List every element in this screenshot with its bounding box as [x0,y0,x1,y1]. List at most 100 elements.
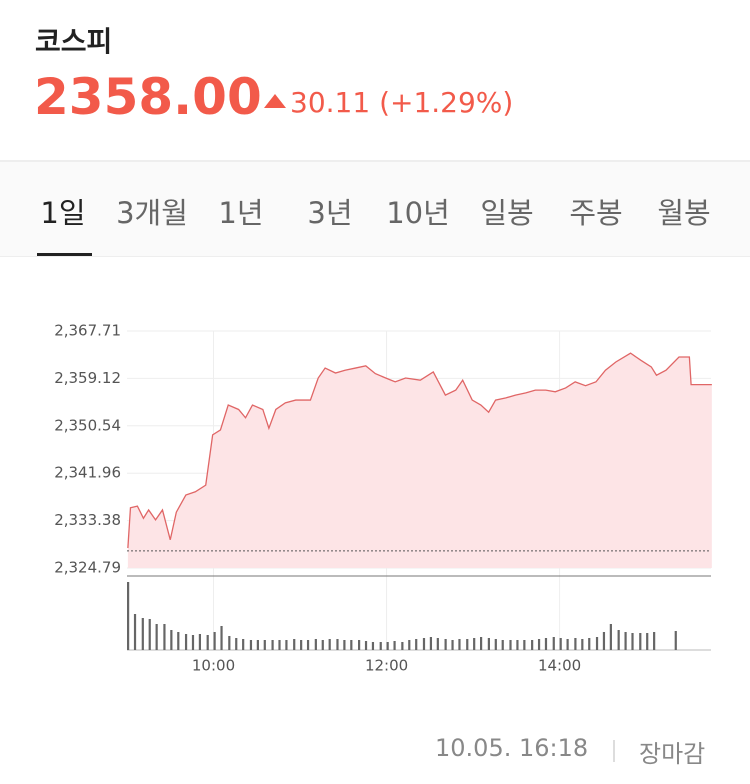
volume-bar [494,639,497,650]
volume-bar [321,640,324,650]
tab[interactable]: 3개월 [116,196,188,230]
volume-bar [646,633,649,650]
volume-bar [184,634,188,650]
price: 2358.00 [34,68,262,126]
volume-bar [509,640,512,650]
tab[interactable]: 3년 [307,196,353,230]
change-value: 30.11 [290,86,371,119]
price-line [127,352,712,549]
y-tick-label: 2,333.38 [54,511,121,529]
volume-bar [501,640,504,650]
x-tick-label: 12:00 [365,657,408,675]
volume-bar [256,640,259,650]
volume-bar [444,639,447,650]
up-arrow [264,94,286,108]
volume-bar [516,640,519,650]
volume-bar [206,635,209,650]
volume-bar [566,639,569,650]
change: 30.11 (+1.29%) [290,86,513,119]
volume-bar [133,614,137,650]
volume-bar [523,640,526,650]
tab[interactable]: 1일 [40,196,86,230]
volume-bar [422,638,426,650]
volume-bar [350,640,353,650]
volume-bar [336,639,339,650]
volume-bar [487,638,490,650]
volume-bar [581,639,584,650]
volume-bar [364,641,368,650]
volume-bar [466,639,469,650]
volume-bar [285,640,288,650]
volume-bar [544,638,548,650]
volume-bar [473,638,476,650]
volume-bar [479,637,483,650]
volume-bar [371,642,375,650]
volume-bar [271,640,274,650]
timestamp: 10.05. 16:18 [435,734,589,762]
y-tick-label: 2,341.96 [54,464,121,482]
volume-bar [653,632,656,650]
volume-bar [458,639,461,650]
market-status: 장마감 [639,740,706,768]
tab-bar: 1일 3개월 1년 3년 10년 일봉 주봉 월봉 [0,160,750,257]
volume-bar [191,635,195,650]
change-rate: (+1.29%) [379,86,514,119]
volume-bar [386,642,389,650]
volume-bar [639,633,642,650]
x-tick-label: 10:00 [192,657,235,675]
volume-bar [213,632,216,650]
index-title: 코스피 [35,25,113,58]
volume-bar [429,637,433,650]
volume-bar [574,638,577,650]
tab-underline [37,253,92,256]
volume-bar [552,637,555,650]
volume-bar [379,642,382,650]
tab[interactable]: 1년 [218,196,264,230]
volume-bar [624,632,627,650]
volume-bar [617,630,620,650]
volume-bar [155,624,158,650]
volume-bar [249,640,253,650]
tab[interactable]: 월봉 [657,196,711,230]
volume-bar [306,640,310,650]
volume-bar [328,639,331,650]
volume-bar [242,639,245,650]
volume-bar [451,640,454,650]
volume-bar [408,640,411,650]
volume-bar [559,638,562,650]
volume-bar [401,642,404,650]
volume-bar [293,639,296,650]
volume-bar [170,630,173,650]
y-tick-label: 2,324.79 [54,559,121,577]
volume-bar [163,624,166,650]
volume-bar [220,626,223,650]
volume-bar [198,634,202,650]
tab[interactable]: 주봉 [569,196,623,230]
volume-bar [300,640,303,650]
volume-bar [595,637,599,650]
tab[interactable]: 10년 [386,196,450,230]
volume-bar [415,639,418,650]
y-tick-label: 2,367.71 [54,322,121,340]
volume-bar [141,618,144,650]
volume-bar [127,582,130,650]
chart: 2,324.79 2,333.38 2,341.96 2,350.54 2,359.12… [54,322,712,675]
volume-bar [537,639,541,650]
volume-bar [588,638,591,650]
volume-bar [314,639,317,650]
volume-bar [343,640,346,650]
volume-bar [263,640,266,650]
volume-bar [358,640,361,650]
y-tick-label: 2,359.12 [54,369,121,387]
volume-bar [531,640,534,650]
volume-bar [674,631,677,650]
volume-bar [278,640,281,650]
volume-bar [631,633,634,650]
volume-bar [602,632,606,650]
x-tick-label: 14:00 [538,657,581,675]
volume-bar [148,619,151,650]
volume-bar [235,638,238,650]
tab[interactable]: 일봉 [480,196,534,230]
volume-bar [436,638,439,650]
